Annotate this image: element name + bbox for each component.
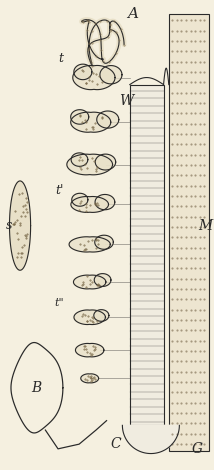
Polygon shape: [100, 66, 122, 84]
Polygon shape: [69, 237, 110, 252]
Text: t": t": [54, 298, 64, 308]
Polygon shape: [73, 275, 106, 289]
Polygon shape: [72, 193, 88, 206]
Polygon shape: [95, 235, 113, 249]
Text: C: C: [111, 437, 121, 451]
Bar: [169, 14, 209, 451]
Polygon shape: [122, 425, 179, 454]
Polygon shape: [71, 153, 88, 166]
Polygon shape: [76, 344, 104, 357]
Polygon shape: [9, 181, 31, 270]
Polygon shape: [74, 64, 92, 79]
Text: M: M: [199, 219, 213, 233]
Polygon shape: [94, 310, 109, 321]
Text: s: s: [6, 219, 13, 232]
Text: t: t: [59, 52, 64, 65]
Text: W: W: [119, 94, 134, 108]
Polygon shape: [11, 343, 63, 433]
Bar: [130, 85, 163, 425]
Text: G: G: [192, 442, 203, 456]
Polygon shape: [71, 196, 108, 212]
Polygon shape: [67, 154, 113, 175]
Polygon shape: [71, 112, 111, 132]
Polygon shape: [81, 374, 99, 383]
Polygon shape: [95, 195, 115, 210]
Polygon shape: [95, 154, 116, 170]
Text: t': t': [55, 184, 63, 197]
Polygon shape: [73, 65, 115, 90]
Text: B: B: [31, 381, 41, 395]
Polygon shape: [71, 110, 89, 124]
Polygon shape: [94, 274, 111, 286]
Polygon shape: [74, 310, 106, 325]
Polygon shape: [97, 111, 119, 128]
Text: A: A: [128, 7, 138, 21]
